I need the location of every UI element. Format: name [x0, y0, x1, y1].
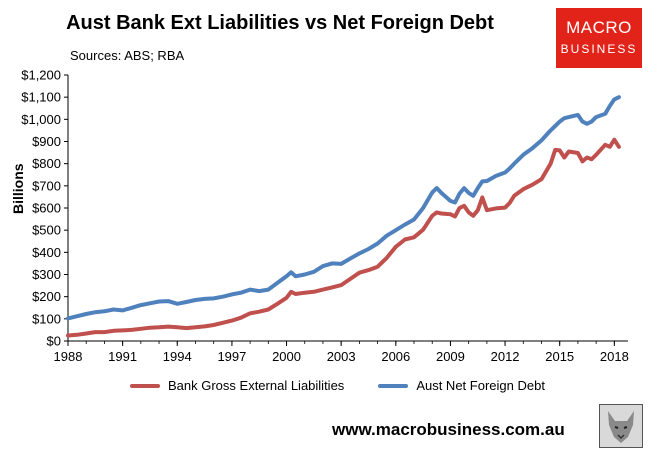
- macrobusiness-logo: MACRO BUSINESS: [556, 8, 642, 68]
- legend-item-bank: Bank Gross External Liabilities: [130, 378, 344, 393]
- x-tick-label: 2000: [272, 349, 301, 364]
- logo-line2: BUSINESS: [560, 42, 638, 56]
- x-tick-label: 2018: [600, 349, 629, 364]
- x-tick-label: 2009: [436, 349, 465, 364]
- y-tick-label: $900: [32, 134, 61, 149]
- y-tick-label: $300: [32, 267, 61, 282]
- chart-title: Aust Bank Ext Liabilities vs Net Foreign…: [66, 12, 494, 34]
- x-tick-label: 2015: [545, 349, 574, 364]
- y-axis-label: Billions: [10, 163, 26, 214]
- y-tick-label: $600: [32, 201, 61, 216]
- y-tick-label: $100: [32, 311, 61, 326]
- legend-item-debt: Aust Net Foreign Debt: [378, 378, 545, 393]
- y-tick-label: $0: [47, 334, 61, 349]
- legend-swatch-bank: [130, 383, 160, 388]
- legend-swatch-debt: [378, 383, 409, 388]
- logo-line1: MACRO: [566, 18, 632, 37]
- y-tick-label: $700: [32, 178, 61, 193]
- legend-label-bank: Bank Gross External Liabilities: [168, 378, 345, 393]
- series-line-aust-net-foreign-debt: [66, 95, 621, 321]
- x-tick-label: 1997: [217, 349, 246, 364]
- y-tick-label: $400: [32, 245, 61, 260]
- y-tick-label: $1,100: [21, 90, 61, 105]
- chart-legend: Bank Gross External Liabilities Aust Net…: [130, 378, 545, 393]
- y-tick-label: $800: [32, 156, 61, 171]
- y-tick-label: $1,200: [21, 68, 61, 83]
- x-tick-label: 2006: [381, 349, 410, 364]
- x-tick-label: 1991: [108, 349, 137, 364]
- wolf-mascot-icon: [599, 404, 643, 448]
- x-tick-label: 2003: [327, 349, 356, 364]
- series-line-bank-gross-external-liabilities: [66, 137, 621, 338]
- x-tick-label: 2012: [491, 349, 520, 364]
- legend-label-debt: Aust Net Foreign Debt: [416, 378, 545, 393]
- x-tick-label: 1994: [163, 349, 192, 364]
- y-tick-label: $500: [32, 223, 61, 238]
- y-tick-label: $1,000: [21, 112, 61, 127]
- x-tick-label: 1988: [54, 349, 83, 364]
- chart-subtitle: Sources: ABS; RBA: [70, 48, 185, 63]
- y-tick-label: $200: [32, 289, 61, 304]
- website-url: www.macrobusiness.com.au: [332, 420, 565, 439]
